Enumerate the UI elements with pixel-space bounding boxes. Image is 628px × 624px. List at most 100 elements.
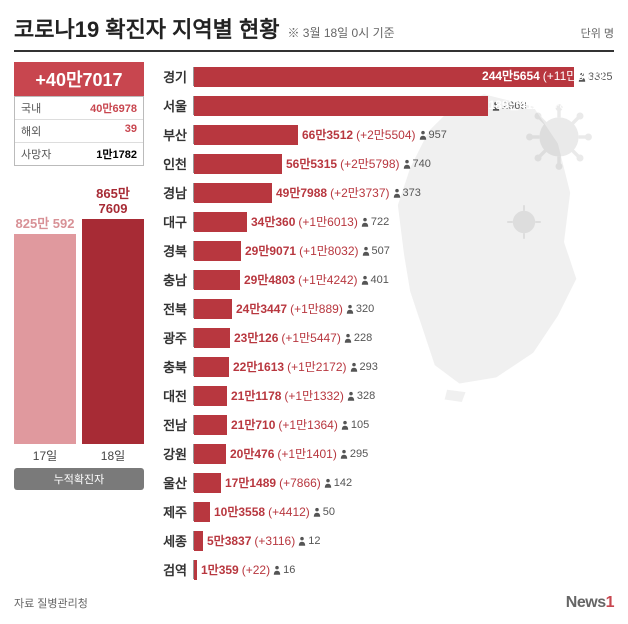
region-name: 경북 bbox=[154, 241, 194, 260]
region-bar bbox=[194, 183, 272, 203]
region-total: 20만476 bbox=[230, 445, 274, 462]
region-values: 5만3837(+3116) 12 bbox=[207, 532, 320, 549]
region-total: 29만4803 bbox=[244, 271, 295, 288]
region-values: 23만126(+1만5447) 228 bbox=[234, 329, 372, 346]
region-loc: 142 bbox=[324, 477, 352, 489]
region-total: 17만1489 bbox=[225, 474, 276, 491]
region-row: 광주 23만126(+1만5447) 228 bbox=[154, 323, 614, 352]
region-total: 49만7988 bbox=[276, 184, 327, 201]
region-total: 66만3512 bbox=[302, 126, 353, 143]
region-loc: 373 bbox=[393, 187, 421, 199]
right-panel: 경기 244만5654(+11만3673) 3325 서울 189만4113(+… bbox=[154, 62, 614, 584]
stats-box: 국내40만6978해외39사망자1만1782 bbox=[14, 96, 144, 166]
region-delta: (+1만1332) bbox=[284, 387, 343, 404]
person-icon bbox=[362, 246, 370, 256]
region-values: 20만476(+1만1401) 295 bbox=[230, 445, 368, 462]
region-delta: (+1만1364) bbox=[278, 416, 337, 433]
person-icon bbox=[344, 333, 352, 343]
region-bar bbox=[194, 386, 227, 406]
person-icon bbox=[393, 188, 401, 198]
region-name: 서울 bbox=[154, 96, 194, 115]
region-values: 66만3512(+2만5504) 957 bbox=[302, 126, 447, 143]
region-bar bbox=[194, 241, 241, 261]
person-icon bbox=[403, 159, 411, 169]
region-total: 22만1613 bbox=[233, 358, 284, 375]
region-name: 충남 bbox=[154, 270, 194, 289]
region-bar-wrap: 5만3837(+3116) 12 bbox=[194, 531, 614, 551]
person-icon bbox=[347, 391, 355, 401]
region-row: 경남 49만7988(+2만3737) 373 bbox=[154, 178, 614, 207]
region-total: 5만3837 bbox=[207, 532, 251, 549]
region-loc: 228 bbox=[344, 332, 372, 344]
region-row: 세종 5만3837(+3116) 12 bbox=[154, 526, 614, 555]
region-bar-wrap: 21만710(+1만1364) 105 bbox=[194, 415, 614, 435]
region-row: 대구 34만360(+1만6013) 722 bbox=[154, 207, 614, 236]
region-bar-wrap: 10만3558(+4412) 50 bbox=[194, 502, 614, 522]
cumulative-label: 누적확진자 bbox=[14, 468, 144, 490]
bar-value: 825만 592 bbox=[16, 217, 75, 231]
region-delta: (+22) bbox=[242, 563, 270, 577]
region-loc: 957 bbox=[419, 129, 447, 141]
stats-value: 39 bbox=[125, 123, 137, 139]
region-bar bbox=[194, 444, 226, 464]
bar-day: 18일 bbox=[101, 447, 125, 464]
region-name: 충북 bbox=[154, 357, 194, 376]
region-values: 244만5654(+11만3673) bbox=[482, 67, 608, 84]
region-values: 22만1613(+1만2172) 293 bbox=[233, 358, 378, 375]
main-layout: +40만7017 국내40만6978해외39사망자1만1782 825만 592… bbox=[14, 62, 614, 584]
region-list: 경기 244만5654(+11만3673) 3325 서울 189만4113(+… bbox=[154, 62, 614, 584]
cumulative-bar: 865만 7609 18일 bbox=[82, 187, 144, 464]
region-name: 대구 bbox=[154, 212, 194, 231]
region-bar-wrap: 189만4113(+8만1997) 2968 bbox=[194, 96, 614, 116]
region-name: 검역 bbox=[154, 560, 194, 579]
region-bar bbox=[194, 415, 227, 435]
subtitle: ※ 3월 18일 0시 기준 bbox=[287, 24, 394, 41]
region-values: 34만360(+1만6013) 722 bbox=[251, 213, 389, 230]
region-delta: (+1만1401) bbox=[277, 445, 336, 462]
region-bar bbox=[194, 299, 232, 319]
region-name: 전남 bbox=[154, 415, 194, 434]
region-delta: (+1만5447) bbox=[281, 329, 340, 346]
region-bar-wrap: 29만4803(+1만4242) 401 bbox=[194, 270, 614, 290]
source-label: 자료 질병관리청 bbox=[14, 595, 88, 611]
cumulative-bars: 825만 592 17일 865만 7609 18일 bbox=[14, 184, 144, 464]
region-bar: 244만5654(+11만3673) bbox=[194, 67, 574, 87]
region-row: 대전 21만1178(+1만1332) 328 bbox=[154, 381, 614, 410]
region-name: 인천 bbox=[154, 154, 194, 173]
region-row: 검역 1만359(+22) 16 bbox=[154, 555, 614, 584]
person-icon bbox=[273, 565, 281, 575]
region-bar-wrap: 66만3512(+2만5504) 957 bbox=[194, 125, 614, 145]
region-values: 10만3558(+4412) 50 bbox=[214, 503, 335, 520]
region-loc: 295 bbox=[340, 448, 368, 460]
region-bar bbox=[194, 270, 240, 290]
region-total: 21만1178 bbox=[231, 387, 281, 404]
region-row: 제주 10만3558(+4412) 50 bbox=[154, 497, 614, 526]
header: 코로나19 확진자 지역별 현황 ※ 3월 18일 0시 기준 단위 명 bbox=[14, 12, 614, 52]
bar-rect bbox=[82, 219, 144, 444]
person-icon bbox=[350, 362, 358, 372]
region-bar-wrap: 22만1613(+1만2172) 293 bbox=[194, 357, 614, 377]
region-name: 부산 bbox=[154, 125, 194, 144]
region-name: 경남 bbox=[154, 183, 194, 202]
stats-label: 사망자 bbox=[21, 146, 51, 162]
region-bar-wrap: 244만5654(+11만3673) 3325 bbox=[194, 67, 614, 87]
region-delta: (+1만8032) bbox=[299, 242, 358, 259]
stats-value: 40만6978 bbox=[90, 100, 137, 116]
region-delta: (+2만5504) bbox=[356, 126, 415, 143]
region-bar-wrap: 49만7988(+2만3737) 373 bbox=[194, 183, 614, 203]
region-delta: (+2만3737) bbox=[330, 184, 389, 201]
bar-value: 865만 7609 bbox=[82, 187, 144, 216]
region-name: 전북 bbox=[154, 299, 194, 318]
region-bar-wrap: 23만126(+1만5447) 228 bbox=[194, 328, 614, 348]
region-name: 제주 bbox=[154, 502, 194, 521]
left-panel: +40만7017 국내40만6978해외39사망자1만1782 825만 592… bbox=[14, 62, 144, 584]
region-delta: (+1만889) bbox=[290, 300, 343, 317]
region-bar: 189만4113(+8만1997) bbox=[194, 96, 488, 116]
region-delta: (+8만1997) bbox=[549, 96, 608, 113]
region-row: 경북 29만9071(+1만8032) 507 bbox=[154, 236, 614, 265]
cumulative-bar: 825만 592 17일 bbox=[14, 217, 76, 464]
region-name: 강원 bbox=[154, 444, 194, 463]
bar-day: 17일 bbox=[33, 447, 57, 464]
unit-label: 단위 명 bbox=[581, 25, 614, 41]
region-loc: 401 bbox=[361, 274, 389, 286]
